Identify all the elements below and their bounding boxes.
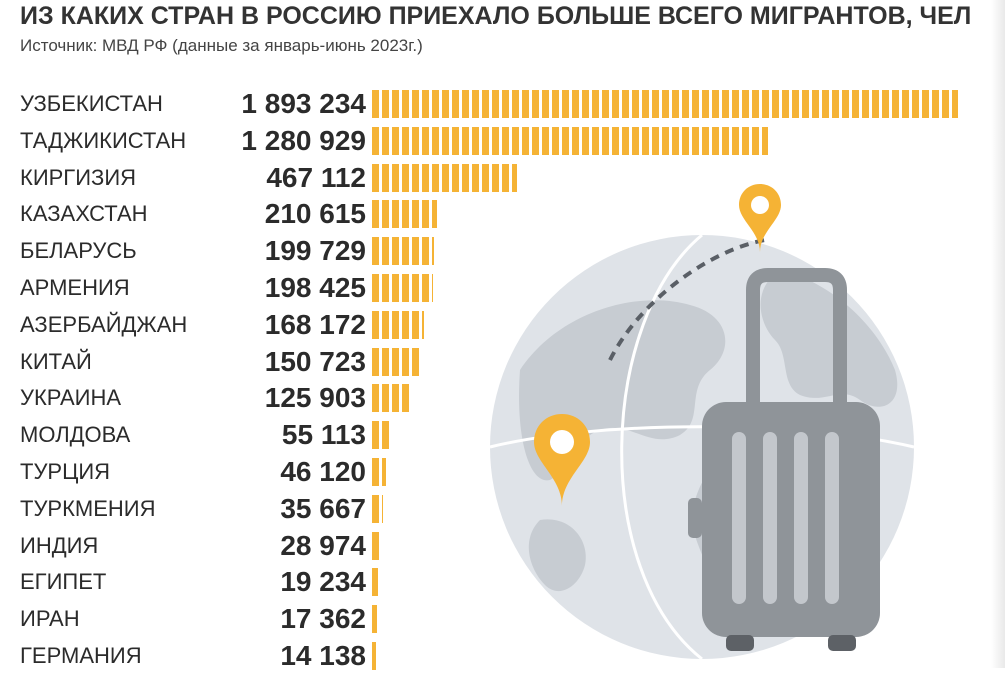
bar (372, 494, 384, 523)
bar (372, 237, 434, 266)
suitcase-wheel (828, 635, 856, 651)
chart-row: АРМЕНИЯ 198 425 (0, 270, 1000, 306)
bar (372, 642, 377, 670)
bar (372, 531, 381, 560)
suitcase-wheel (726, 635, 754, 651)
data-label: 199 729 (264, 235, 366, 267)
suitcase-icon (688, 268, 880, 651)
data-label: 150 723 (264, 345, 366, 377)
page-edge-shadow (991, 0, 1005, 668)
chart-row: ЕГИПЕТ 19 234 (0, 564, 1000, 600)
chart-row: АЗЕРБАЙДЖАН 168 172 (0, 307, 1000, 343)
chart-row: УКРАИНА 125 903 (0, 380, 1000, 416)
chart-row: КИРГИЗИЯ 467 112 (0, 160, 1000, 196)
bar (372, 126, 769, 155)
chart-row: БЕЛАРУСЬ 199 729 (0, 233, 1000, 269)
suitcase-stripe (794, 432, 808, 604)
category-label: АРМЕНИЯ (20, 275, 130, 300)
category-label: ЕГИПЕТ (20, 569, 107, 595)
globe-land (528, 519, 586, 592)
chart-row: ТУРЦИЯ 46 120 (0, 454, 1000, 490)
suitcase-stripe (825, 432, 839, 604)
bar (372, 200, 438, 229)
category-label: ИРАН (20, 606, 80, 632)
bar (372, 347, 419, 376)
bar (372, 605, 378, 634)
chart-row: МОЛДОВА 55 113 (0, 417, 1000, 453)
chart-row: КИТАЙ 150 723 (0, 344, 1000, 380)
data-label: 1 893 234 (241, 88, 366, 119)
data-label: 467 112 (266, 161, 366, 193)
category-label: ТУРКМЕНИЯ (20, 495, 156, 521)
suitcase-stripe (763, 432, 777, 604)
data-label: 198 425 (264, 272, 366, 303)
data-label: 125 903 (264, 382, 366, 414)
suitcase-handle (746, 268, 847, 408)
category-label: УЗБЕКИСТАН (20, 91, 163, 116)
bar (372, 421, 390, 450)
travel-illustration (489, 184, 915, 661)
data-label: 17 362 (280, 603, 366, 635)
bar (372, 163, 517, 192)
location-pin-icon (739, 184, 781, 252)
data-label: 35 667 (280, 492, 366, 524)
category-label: АЗЕРБАЙДЖАН (20, 311, 188, 337)
data-label: 19 234 (280, 566, 366, 598)
category-label: ГЕРМАНИЯ (20, 643, 142, 668)
globe-meridian (620, 233, 703, 661)
chart-row: ТАДЖИКИСТАН 1 280 929 (0, 123, 1000, 159)
data-label: 55 113 (281, 419, 366, 451)
data-label: 1 280 929 (241, 124, 366, 156)
bar (372, 274, 434, 302)
chart-row: ТУРКМЕНИЯ 35 667 (0, 491, 1000, 527)
chart-row: ИРАН 17 362 (0, 601, 1000, 637)
bar (372, 568, 378, 597)
category-label: МОЛДОВА (20, 422, 131, 448)
category-label: КИРГИЗИЯ (20, 164, 137, 190)
category-label: КАЗАХСТАН (20, 201, 148, 227)
suitcase-stripe (732, 432, 746, 604)
location-pin-icon (534, 414, 590, 506)
chart-source: Источник: МВД РФ (данные за январь-июнь … (20, 36, 423, 55)
category-label: ТУРЦИЯ (20, 459, 111, 484)
globe-land (760, 270, 898, 407)
chart-row: ИНДИЯ 28 974 (0, 528, 1000, 564)
data-label: 46 120 (280, 456, 366, 487)
category-label: УКРАИНА (20, 385, 122, 411)
category-label: КИТАЙ (20, 348, 92, 374)
data-label: 14 138 (280, 640, 366, 671)
chart-row: ГЕРМАНИЯ 14 138 (0, 638, 1000, 674)
category-label: ТАДЖИКИСТАН (20, 127, 187, 153)
bar (372, 310, 425, 339)
data-label: 28 974 (280, 529, 366, 561)
bar (372, 90, 958, 118)
chart-row: УЗБЕКИСТАН 1 893 234 (0, 86, 1000, 122)
data-label: 168 172 (264, 308, 366, 340)
category-label: БЕЛАРУСЬ (20, 238, 137, 264)
category-label: ИНДИЯ (20, 532, 99, 558)
chart-title: ИЗ КАКИХ СТРАН В РОССИЮ ПРИЕХАЛО БОЛЬШЕ … (20, 2, 972, 30)
chart-row: КАЗАХСТАН 210 615 (0, 196, 1000, 232)
data-label: 210 615 (264, 198, 366, 230)
bar (372, 384, 411, 413)
flight-route (608, 238, 766, 361)
bar (372, 458, 387, 486)
suitcase-side-latch (688, 498, 702, 538)
